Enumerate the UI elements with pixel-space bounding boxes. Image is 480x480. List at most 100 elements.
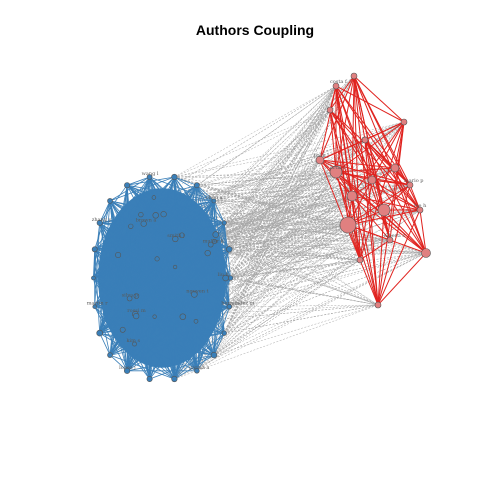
blue-edge: [109, 176, 150, 202]
between-edge: [229, 249, 361, 261]
blue-edge: [117, 254, 137, 317]
blue-edge: [140, 214, 216, 235]
red-node: [400, 118, 408, 126]
red-edge: [353, 75, 411, 186]
red-edge: [319, 139, 366, 161]
blue-edge: [174, 321, 197, 380]
between-edge: [196, 209, 421, 372]
blue-edge: [94, 249, 124, 330]
blue-edge: [94, 249, 101, 334]
red-edge: [364, 139, 379, 306]
blue-edge: [153, 197, 208, 254]
blue-node: [160, 211, 167, 218]
blue-edge: [174, 234, 217, 268]
blue-edge: [213, 200, 225, 224]
blue-node: [132, 341, 137, 347]
between-edge: [214, 241, 427, 254]
blue-node: [107, 198, 113, 204]
node-label: garcia a: [189, 365, 210, 371]
blue-edge: [193, 252, 209, 295]
blue-edge: [153, 197, 184, 317]
blue-edge: [163, 213, 216, 235]
blue-edge: [140, 176, 175, 215]
red-edge: [329, 109, 421, 211]
blue-edge: [94, 306, 128, 371]
between-edge: [213, 252, 427, 356]
blue-edge: [153, 197, 225, 224]
between-edge: [214, 139, 366, 242]
blue-node: [212, 239, 218, 245]
blue-edge: [136, 252, 208, 297]
blue-edge: [182, 244, 212, 317]
blue-edge: [99, 222, 124, 330]
node-label: lee h: [414, 203, 427, 209]
red-edge: [329, 109, 353, 197]
between-edge: [214, 184, 411, 242]
between-edge: [207, 121, 405, 254]
between-edge: [225, 239, 391, 279]
between-edge: [224, 222, 379, 306]
red-node: [421, 248, 431, 258]
between-edge: [230, 224, 349, 279]
between-edge: [196, 179, 373, 371]
blue-edge: [213, 277, 226, 356]
blue-edge: [122, 329, 128, 371]
blue-node: [212, 231, 220, 238]
red-edge: [371, 121, 405, 181]
blue-node: [96, 329, 103, 337]
between-edge: [225, 109, 331, 279]
blue-edge: [94, 306, 135, 345]
between-edge: [230, 171, 337, 279]
blue-edge: [117, 213, 164, 256]
blue-edge: [135, 293, 195, 315]
blue-edge: [129, 293, 195, 299]
blue-node: [179, 313, 187, 320]
red-node: [350, 72, 358, 80]
blue-node: [140, 220, 147, 227]
between-edge: [174, 109, 331, 178]
between-edge: [207, 171, 337, 254]
blue-cluster-edges: [93, 176, 231, 380]
between-edge: [163, 159, 321, 215]
between-edge: [207, 179, 373, 254]
between-edge: [175, 195, 353, 240]
blue-edge: [109, 343, 135, 356]
blue-edge: [193, 249, 230, 295]
blue-edge: [196, 184, 215, 202]
blue-node: [92, 304, 97, 309]
between-edge: [154, 159, 321, 317]
node-label: muller k: [203, 239, 225, 245]
between-edge: [195, 121, 405, 322]
blue-edge: [134, 314, 136, 345]
blue-node: [194, 368, 200, 374]
between-edge: [153, 167, 396, 198]
blue-node: [221, 220, 227, 226]
red-cluster-edges: [319, 75, 427, 306]
blue-edge: [130, 226, 195, 295]
blue-node: [107, 352, 113, 358]
node-label: smith j: [167, 233, 185, 239]
blue-edge: [135, 313, 183, 318]
blue-edge: [99, 200, 111, 224]
blue-edge: [94, 254, 119, 307]
node-label: chen x: [206, 195, 223, 201]
between-edge: [154, 304, 379, 317]
between-edge: [224, 139, 366, 334]
red-node: [329, 165, 343, 179]
red-edge: [353, 75, 405, 123]
blue-edge: [118, 234, 216, 256]
between-edge: [224, 171, 337, 334]
between-edge: [207, 184, 411, 254]
blue-edge: [195, 253, 209, 322]
between-edge: [195, 159, 321, 322]
red-node: [390, 163, 400, 173]
blue-edge: [135, 252, 208, 317]
blue-edge: [174, 176, 215, 202]
red-node: [377, 203, 391, 217]
chart-title: Authors Coupling: [196, 22, 314, 38]
blue-edge: [134, 252, 209, 345]
between-edge: [224, 304, 379, 334]
between-edge: [196, 171, 337, 371]
blue-edge: [136, 266, 176, 297]
blue-edge: [213, 332, 225, 356]
